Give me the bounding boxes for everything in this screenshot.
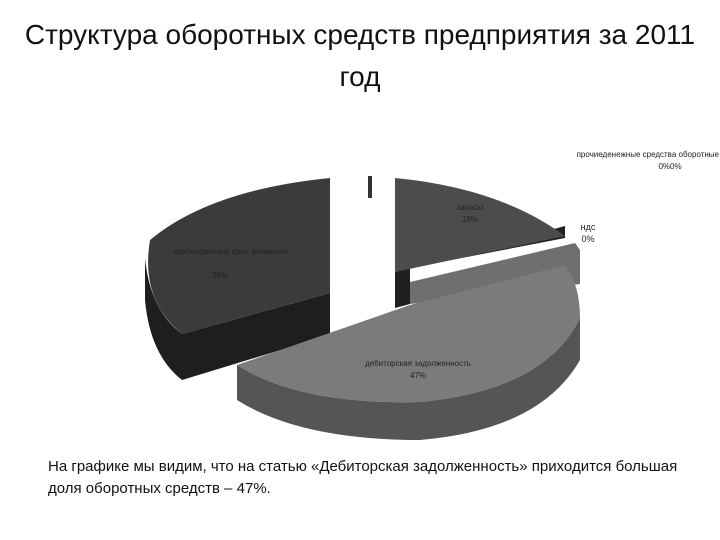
slice-receivables <box>237 265 580 403</box>
slice-cash <box>368 176 372 198</box>
slice-depth-fin-investments <box>145 258 330 380</box>
slice-inventory <box>395 178 565 272</box>
label-receivables: дебиторская задолженность <box>365 359 471 368</box>
label-other-cash-pct-overlap: 0%0% <box>658 162 681 171</box>
slide-title: Структура оборотных средств предприятия … <box>24 19 696 92</box>
label-inventory-pct: 18% <box>462 215 478 224</box>
label-vat-pct: 0% <box>581 234 594 244</box>
label-fin-investments-pct: 35% <box>212 271 228 280</box>
label-vat: ндс <box>581 222 596 232</box>
label-inventory: запасы <box>457 203 484 212</box>
slice-fin-investments <box>148 178 330 334</box>
label-receivables-pct: 47% <box>410 371 426 380</box>
caption-text: На графике мы видим, что на статью «Деби… <box>48 458 678 497</box>
label-fin-investments: краткосрочные фин. вложения <box>174 247 288 256</box>
slice-depth-receivables <box>237 318 580 440</box>
label-other-cash-overlap: прочиеденежные средства оборотные активы <box>577 150 720 159</box>
